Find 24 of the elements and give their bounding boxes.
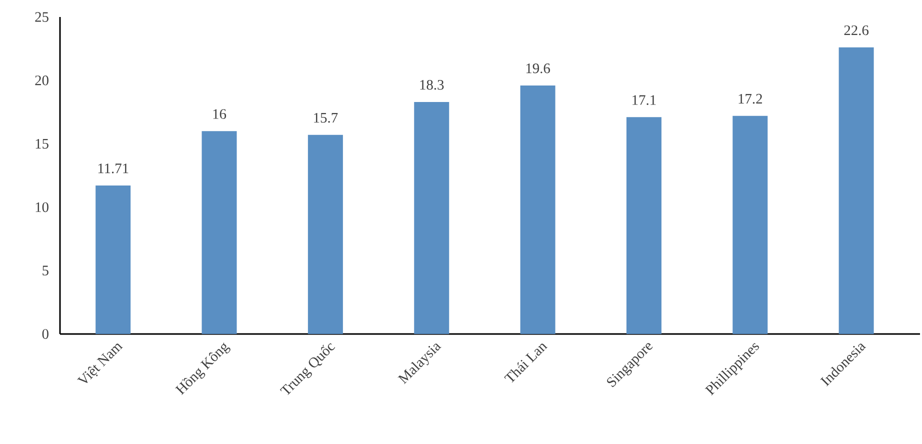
data-label: 18.3 [420, 80, 444, 90]
data-label: 17.2 [738, 94, 762, 104]
bar [520, 85, 556, 334]
y-tick-label: 20 [35, 76, 48, 86]
data-label: 17.1 [632, 95, 656, 105]
y-tick-label: 25 [35, 12, 48, 22]
x-tick-label: Thái Lan [504, 344, 548, 383]
bar [414, 102, 450, 334]
data-label: 22.6 [844, 25, 869, 36]
data-label: 11.71 [98, 164, 128, 174]
data-label: 16 [213, 109, 226, 119]
y-tick-label: 5 [42, 266, 48, 276]
data-label: 15.7 [314, 112, 338, 123]
bar [308, 134, 343, 334]
y-tick-label: 0 [42, 329, 48, 339]
bar [202, 131, 237, 334]
bar [732, 116, 768, 334]
y-tick-label: 15 [36, 138, 48, 149]
y-tick-label: 10 [36, 202, 48, 212]
bar [96, 186, 131, 334]
bar [626, 117, 662, 334]
data-label: 19.6 [526, 64, 550, 74]
bar [838, 47, 874, 334]
x-tick-label: Việt Nam [77, 344, 123, 383]
